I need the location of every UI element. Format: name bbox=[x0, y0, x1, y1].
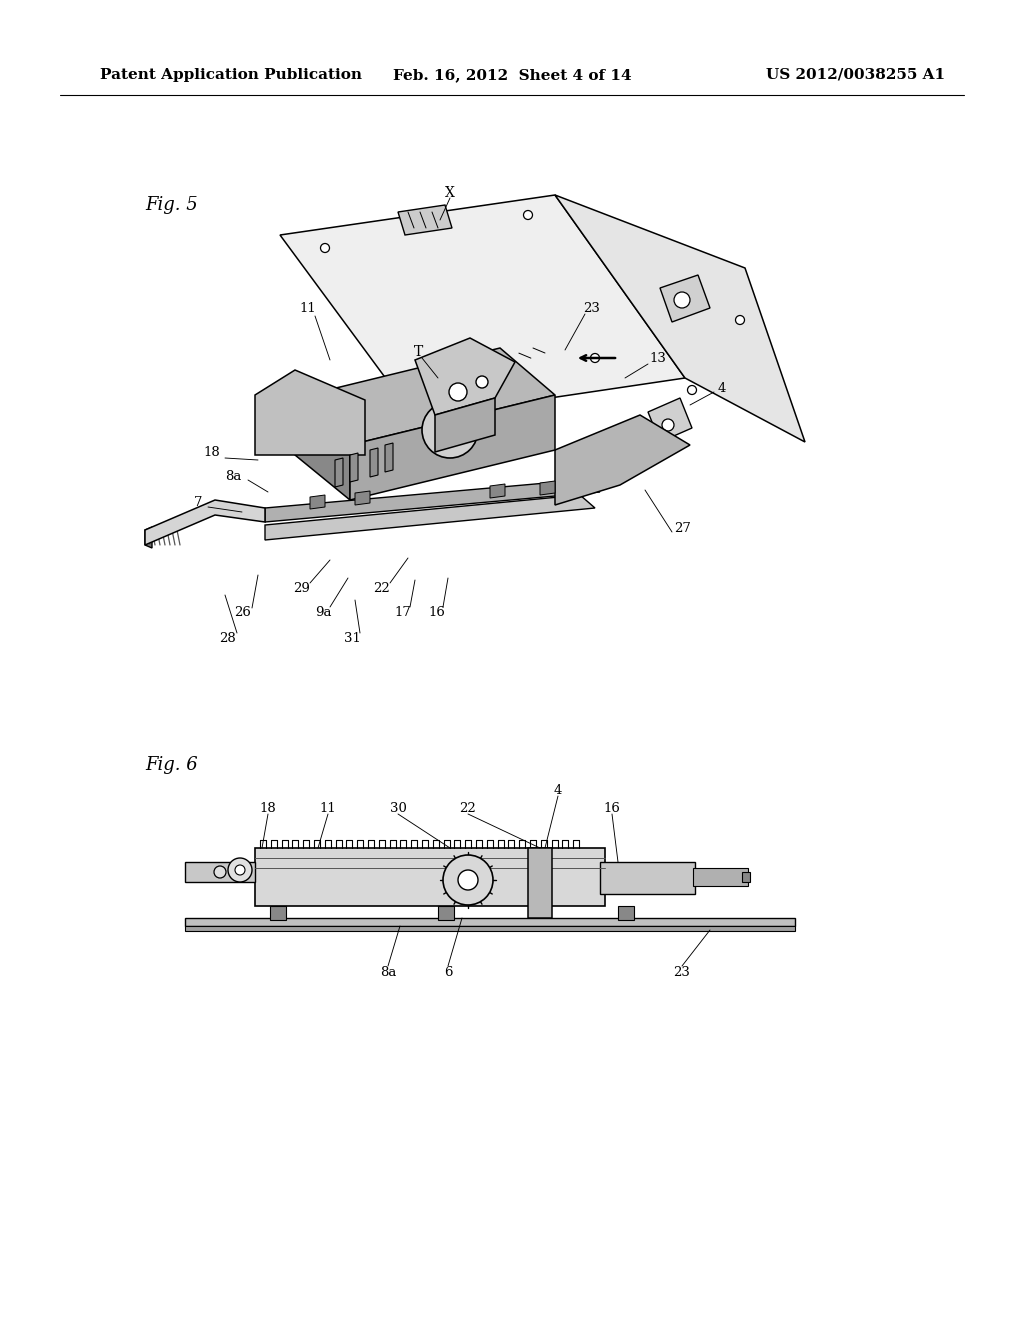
Text: 16: 16 bbox=[429, 606, 445, 619]
Text: 8a: 8a bbox=[380, 965, 396, 978]
Polygon shape bbox=[555, 414, 690, 506]
Circle shape bbox=[523, 210, 532, 219]
Text: 28: 28 bbox=[219, 631, 237, 644]
Text: 30: 30 bbox=[389, 801, 407, 814]
Text: US 2012/0038255 A1: US 2012/0038255 A1 bbox=[766, 69, 945, 82]
Text: 16: 16 bbox=[603, 801, 621, 814]
Circle shape bbox=[687, 385, 696, 395]
Text: 22: 22 bbox=[374, 582, 390, 594]
Text: 18: 18 bbox=[260, 801, 276, 814]
Bar bbox=[255, 847, 605, 906]
Polygon shape bbox=[255, 370, 365, 455]
Polygon shape bbox=[350, 453, 358, 482]
Text: 7: 7 bbox=[194, 496, 203, 510]
Polygon shape bbox=[660, 275, 710, 322]
Bar bbox=[185, 927, 795, 931]
Text: T: T bbox=[414, 345, 423, 359]
Text: 31: 31 bbox=[344, 631, 360, 644]
Text: 26: 26 bbox=[234, 606, 252, 619]
Bar bbox=[600, 862, 695, 894]
Polygon shape bbox=[648, 399, 692, 442]
Text: 6: 6 bbox=[443, 965, 453, 978]
Circle shape bbox=[422, 403, 478, 458]
Circle shape bbox=[228, 858, 252, 882]
Circle shape bbox=[662, 418, 674, 432]
Polygon shape bbox=[265, 480, 600, 521]
Polygon shape bbox=[398, 205, 452, 235]
Polygon shape bbox=[415, 338, 515, 414]
Polygon shape bbox=[490, 484, 505, 498]
Circle shape bbox=[449, 383, 467, 401]
Bar bbox=[618, 906, 634, 920]
Bar bbox=[742, 873, 750, 882]
Bar bbox=[185, 917, 795, 927]
Text: Fig. 5: Fig. 5 bbox=[145, 195, 198, 214]
Text: 4: 4 bbox=[718, 381, 726, 395]
Polygon shape bbox=[370, 447, 378, 477]
Polygon shape bbox=[280, 195, 685, 418]
Bar bbox=[438, 906, 454, 920]
Bar bbox=[693, 869, 748, 886]
Text: 4: 4 bbox=[554, 784, 562, 796]
Polygon shape bbox=[310, 495, 325, 510]
Text: 27: 27 bbox=[675, 521, 691, 535]
Text: 18: 18 bbox=[204, 446, 220, 459]
Bar bbox=[270, 906, 286, 920]
Text: 23: 23 bbox=[674, 965, 690, 978]
Circle shape bbox=[234, 865, 245, 875]
Text: 22: 22 bbox=[460, 801, 476, 814]
Bar bbox=[528, 847, 552, 917]
Text: 11: 11 bbox=[319, 801, 336, 814]
Text: 9a: 9a bbox=[314, 606, 331, 619]
Text: Fig. 6: Fig. 6 bbox=[145, 756, 198, 774]
Text: Patent Application Publication: Patent Application Publication bbox=[100, 69, 362, 82]
Text: 23: 23 bbox=[584, 301, 600, 314]
Circle shape bbox=[674, 292, 690, 308]
Text: 13: 13 bbox=[649, 351, 667, 364]
Circle shape bbox=[438, 418, 462, 442]
Circle shape bbox=[735, 315, 744, 325]
Circle shape bbox=[321, 243, 330, 252]
Circle shape bbox=[458, 870, 478, 890]
Polygon shape bbox=[540, 480, 555, 495]
Text: 17: 17 bbox=[394, 606, 412, 619]
Text: 29: 29 bbox=[294, 582, 310, 594]
Bar bbox=[185, 862, 255, 882]
Polygon shape bbox=[350, 395, 555, 500]
Circle shape bbox=[476, 376, 488, 388]
Polygon shape bbox=[295, 399, 350, 500]
Polygon shape bbox=[335, 458, 343, 487]
Polygon shape bbox=[265, 495, 595, 540]
Text: Feb. 16, 2012  Sheet 4 of 14: Feb. 16, 2012 Sheet 4 of 14 bbox=[392, 69, 632, 82]
Polygon shape bbox=[355, 491, 370, 506]
Circle shape bbox=[591, 354, 599, 363]
Text: 8a: 8a bbox=[225, 470, 242, 483]
Circle shape bbox=[214, 866, 226, 878]
Polygon shape bbox=[295, 348, 555, 445]
Circle shape bbox=[443, 855, 493, 906]
Text: X: X bbox=[445, 186, 455, 201]
Text: 11: 11 bbox=[300, 301, 316, 314]
Polygon shape bbox=[555, 195, 805, 442]
Polygon shape bbox=[385, 444, 393, 473]
Polygon shape bbox=[145, 527, 152, 548]
Polygon shape bbox=[435, 399, 495, 451]
Polygon shape bbox=[145, 500, 265, 545]
